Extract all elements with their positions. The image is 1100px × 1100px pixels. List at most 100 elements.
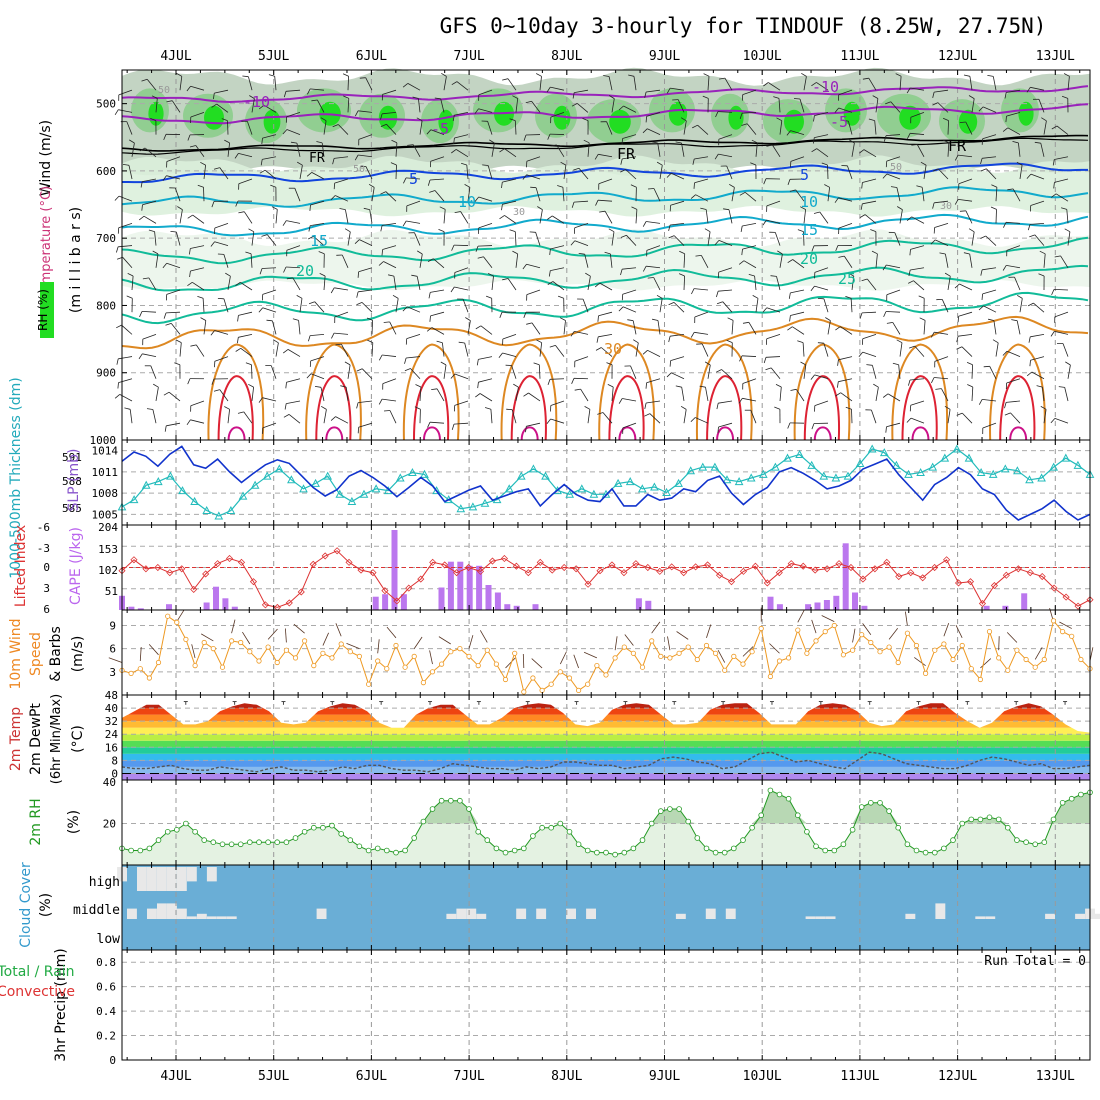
wind-barb	[625, 169, 637, 180]
wind-barb	[779, 120, 783, 135]
wind-barb	[1006, 245, 1021, 251]
wind-barb-flag	[522, 263, 527, 270]
wind-barb-flag	[1026, 87, 1031, 93]
wind-barb-flag	[128, 139, 135, 144]
wind-barb-flag	[983, 365, 990, 368]
rh-point	[420, 818, 427, 825]
wind-barb	[718, 400, 733, 404]
cape-bar	[842, 543, 849, 610]
wind-barb-flag	[166, 100, 173, 103]
wind-barb	[131, 142, 135, 157]
wind-barb-flag	[811, 245, 815, 252]
wind-barb-flag	[873, 383, 879, 388]
wind-barb	[526, 263, 541, 269]
wind-barb-flag	[1060, 207, 1067, 210]
wind-barb-flag	[339, 208, 346, 210]
wind-barb	[633, 76, 637, 91]
wind-barb	[671, 372, 685, 380]
lifted-index-point	[560, 563, 568, 572]
wind-barb	[670, 200, 685, 206]
temperature-loop	[500, 343, 558, 441]
wind-barb	[683, 120, 687, 135]
wind-barb	[478, 223, 493, 229]
rh-point	[356, 843, 363, 850]
cape-bar	[457, 561, 464, 610]
wind-barb	[695, 194, 709, 202]
contour-label-repeat: 20	[800, 250, 818, 268]
wind-barb	[971, 98, 975, 113]
wind-barb-flag	[270, 184, 277, 188]
wind-barb	[550, 245, 565, 250]
wind-barb-flag	[1064, 228, 1071, 233]
wind-barb-flag	[235, 200, 239, 207]
wind-barb	[128, 165, 133, 180]
wind-barb	[1031, 371, 1045, 380]
rh-point	[247, 839, 253, 845]
wind-speed-point	[1078, 656, 1084, 663]
wind-barb-flag	[963, 74, 970, 77]
wind-barb	[310, 373, 325, 380]
lifted-index-point	[1026, 569, 1034, 577]
y-axis-title: (%)	[38, 893, 54, 917]
wind-barb-flag	[431, 388, 438, 390]
cloud-high-bar	[176, 867, 187, 891]
rh-point	[192, 828, 198, 835]
wind-barb	[728, 209, 733, 224]
wind-barb	[270, 365, 277, 379]
wind-barb-flag	[266, 319, 273, 322]
wind-barb-flag	[703, 73, 710, 77]
wind-barb-flag	[1052, 159, 1055, 166]
wind-barb-flag	[583, 139, 590, 144]
wind-barb	[214, 89, 229, 94]
wind-barb-flag	[320, 405, 327, 410]
wind-barb-flag	[859, 312, 863, 319]
wind-barb-flag	[283, 266, 287, 273]
wind-speed-point	[658, 653, 664, 660]
wind-barb-flag	[618, 105, 624, 111]
wind-barb	[296, 143, 301, 157]
wind-barb-flag	[237, 315, 239, 322]
wind-barb-flag	[454, 211, 461, 213]
wind-barb	[1030, 200, 1045, 206]
wind-barb	[1010, 412, 1021, 424]
wind-speed-point	[438, 661, 445, 667]
wind-barb-flag	[862, 77, 869, 80]
lifted-index-point	[835, 560, 843, 568]
wind-barb	[219, 389, 229, 402]
day-label-bottom: 12JUL	[938, 1069, 977, 1084]
wind-barb	[231, 619, 236, 634]
wind-barb	[118, 223, 133, 229]
thickness-point	[214, 511, 224, 520]
wind-barb	[1054, 178, 1069, 183]
wind-barb-flag	[498, 352, 503, 359]
wind-barb	[601, 347, 613, 357]
wind-barb-flag	[786, 130, 791, 136]
wind-barb	[790, 156, 805, 162]
wind-barb	[584, 254, 589, 268]
wind-barb-flag	[858, 351, 864, 357]
wind-barb	[526, 289, 541, 295]
wind-barb	[285, 266, 301, 269]
wind-barb	[238, 333, 253, 338]
thickness-point	[722, 475, 732, 484]
wind-barb-flag	[944, 272, 951, 277]
wind-barb	[528, 392, 541, 402]
cloud-high-bar	[167, 867, 177, 891]
temperature-contour	[121, 264, 1089, 292]
wind-barb-flag	[354, 239, 360, 244]
wind-barb	[429, 178, 445, 181]
rh-point	[630, 845, 637, 852]
wind-barb	[148, 277, 157, 291]
wind-speed-point	[411, 653, 417, 660]
wind-barb	[622, 156, 637, 160]
wind-barb	[386, 124, 397, 135]
li-tick-label: 6	[43, 603, 50, 616]
contour-label-repeat: FR	[948, 137, 967, 155]
cape-bar	[476, 565, 483, 610]
wind-barb-flag	[810, 285, 815, 292]
wind-barb	[838, 356, 853, 361]
lifted-index-point	[907, 569, 915, 577]
wind-barb	[851, 409, 853, 424]
wind-barb	[670, 333, 685, 337]
wind-barb	[838, 378, 853, 383]
